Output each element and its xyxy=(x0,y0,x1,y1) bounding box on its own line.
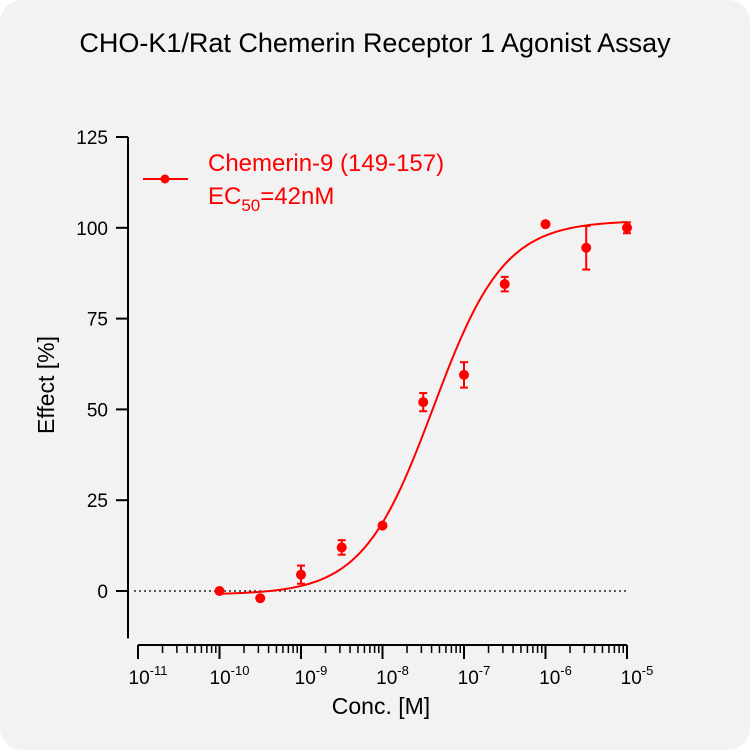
y-tick-label: 0 xyxy=(97,582,108,603)
data-point xyxy=(499,279,510,290)
x-tick-label: 10-6 xyxy=(539,663,572,689)
x-axis-label: Conc. [M] xyxy=(332,693,430,719)
data-point xyxy=(377,520,388,531)
data-point xyxy=(214,586,225,596)
y-tick-label: 25 xyxy=(87,491,108,512)
y-tick-label: 75 xyxy=(87,310,108,331)
y-tick-label: 125 xyxy=(76,128,108,149)
data-point xyxy=(540,219,551,230)
plot-area xyxy=(134,219,632,604)
x-tick-label: 10-11 xyxy=(129,663,168,689)
axes: 0 25 50 75 100 125 10-11 10-10 10-9 10-8 10-7 10-6 1… xyxy=(76,128,653,689)
data-point xyxy=(255,593,266,604)
x-tick-label: 10-8 xyxy=(376,663,409,689)
y-tick-label: 50 xyxy=(87,400,108,421)
y-tick-label: 100 xyxy=(76,219,108,240)
data-point xyxy=(622,222,632,233)
data-point xyxy=(336,542,347,553)
x-tick-label: 10-9 xyxy=(295,663,328,689)
legend-marker xyxy=(160,174,170,184)
legend-ec50: EC50=42nM xyxy=(208,183,334,215)
data-point xyxy=(418,397,429,408)
x-tick-label: 10-5 xyxy=(621,663,654,689)
legend-series-name: Chemerin-9 (149-157) xyxy=(208,150,444,177)
data-point xyxy=(459,369,469,380)
x-tick-label: 10-7 xyxy=(458,663,491,689)
chart-title: CHO-K1/Rat Chemerin Receptor 1 Agonist A… xyxy=(79,28,671,58)
legend: Chemerin-9 (149-157) EC50=42nM xyxy=(143,150,444,215)
data-point xyxy=(581,242,592,253)
data-point xyxy=(296,569,306,580)
x-tick-label: 10-10 xyxy=(210,663,250,689)
fit-curve xyxy=(219,221,628,595)
y-axis-label: Effect [%] xyxy=(33,336,59,434)
